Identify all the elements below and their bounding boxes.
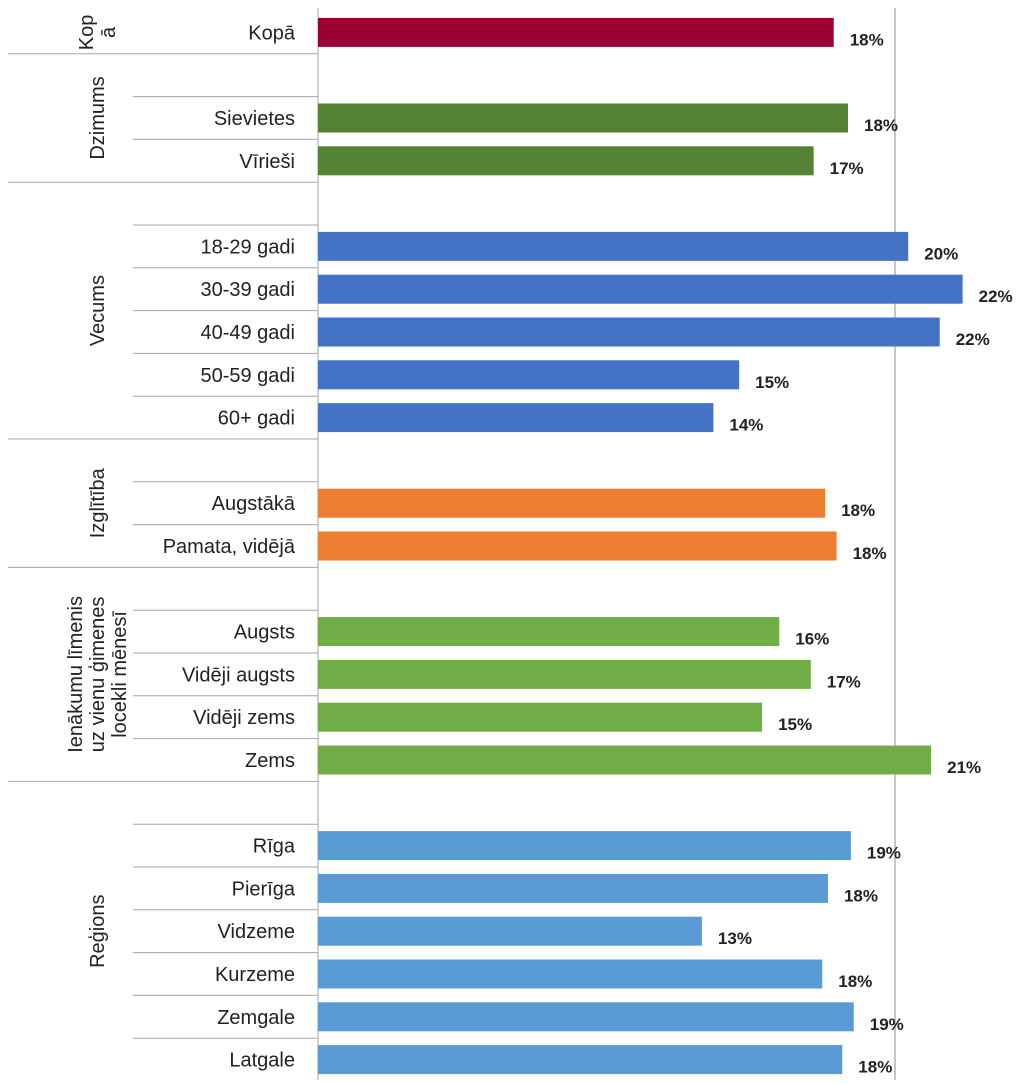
value-label-40-49-gadi: 22%	[956, 330, 990, 349]
bar-augstaka	[318, 488, 826, 518]
bar-pieriga	[318, 873, 828, 903]
category-label-pieriga: Pierīga	[232, 878, 296, 900]
category-label-50-59-gadi: 50-59 gadi	[200, 365, 295, 387]
category-label-kurzeme: Kurzeme	[215, 964, 295, 986]
value-label-pieriga: 18%	[844, 886, 878, 905]
category-label-40-49-gadi: 40-49 gadi	[200, 322, 295, 344]
bar-latgale	[318, 1045, 843, 1075]
bar-vidzeme	[318, 916, 702, 946]
group-label-ienakumi-line-3: locekli mēnesī	[109, 611, 131, 738]
bar-riga	[318, 831, 851, 861]
category-label-latgale: Latgale	[229, 1050, 295, 1072]
group-label-izglitiba: Izglītība	[87, 467, 109, 538]
group-label-kopa-line-1: Kop	[76, 15, 98, 51]
category-label-vidzeme: Vidzeme	[218, 921, 295, 943]
category-label-riga: Rīga	[253, 836, 296, 858]
group-label-kopa-line-2: ā	[98, 26, 120, 38]
category-label-pamata-videja: Pamata, vidējā	[163, 536, 296, 558]
value-label-zems: 21%	[947, 758, 981, 777]
bar-30-39-gadi	[318, 274, 963, 304]
category-label-viriesi: Vīrieši	[239, 151, 295, 173]
value-label-videji-augsts: 17%	[827, 672, 861, 691]
category-label-sievietes: Sievietes	[214, 108, 295, 130]
bar-viriesi	[318, 146, 814, 176]
value-label-augstaka: 18%	[841, 501, 875, 520]
group-label-vecums: Vecums	[87, 275, 109, 346]
value-label-viriesi: 17%	[830, 159, 864, 178]
bar-kurzeme	[318, 959, 823, 989]
bar-50-59-gadi	[318, 360, 740, 390]
group-label-ienakumi-line-2: uz vienu ģimenes	[87, 597, 109, 753]
category-label-videji-augsts: Vidēji augsts	[182, 664, 295, 686]
value-label-vidzeme: 13%	[718, 929, 752, 948]
value-label-riga: 19%	[867, 844, 901, 863]
category-label-18-29-gadi: 18-29 gadi	[200, 236, 295, 258]
bar-videji-augsts	[318, 659, 811, 689]
bar-pamata-videja	[318, 531, 837, 561]
category-label-kopa: Kopā	[248, 22, 296, 44]
bar-18-29-gadi	[318, 231, 909, 261]
value-label-latgale: 18%	[858, 1058, 892, 1077]
value-label-sievietes: 18%	[864, 116, 898, 135]
value-label-30-39-gadi: 22%	[979, 287, 1013, 306]
category-label-augstaka: Augstākā	[212, 493, 296, 515]
group-label-ienakumi-line-1: Ienākumu līmenis	[65, 596, 87, 753]
bar-sievietes	[318, 103, 849, 133]
value-label-videji-zems: 15%	[778, 715, 812, 734]
category-label-videji-zems: Vidēji zems	[193, 707, 295, 729]
value-label-zemgale: 19%	[870, 1015, 904, 1034]
group-label-dzimums: Dzimums	[87, 76, 109, 159]
category-label-60-gadi: 60+ gadi	[218, 408, 295, 430]
group-label-regions: Reģions	[87, 895, 109, 968]
bar-zems	[318, 745, 932, 775]
bar-40-49-gadi	[318, 317, 940, 347]
category-label-zems: Zems	[245, 750, 295, 772]
bar-60-gadi	[318, 403, 714, 433]
value-label-augsts: 16%	[795, 630, 829, 649]
value-label-50-59-gadi: 15%	[755, 373, 789, 392]
value-label-60-gadi: 14%	[729, 416, 763, 435]
bar-augsts	[318, 617, 780, 647]
value-label-18-29-gadi: 20%	[924, 244, 958, 263]
bar-kopa	[318, 17, 834, 47]
value-label-kopa: 18%	[850, 30, 884, 49]
category-label-augsts: Augsts	[234, 622, 295, 644]
bar-videji-zems	[318, 702, 763, 732]
value-label-pamata-videja: 18%	[853, 544, 887, 563]
category-label-30-39-gadi: 30-39 gadi	[200, 279, 295, 301]
value-label-kurzeme: 18%	[838, 972, 872, 991]
category-label-zemgale: Zemgale	[217, 1007, 295, 1029]
bar-zemgale	[318, 1002, 854, 1032]
